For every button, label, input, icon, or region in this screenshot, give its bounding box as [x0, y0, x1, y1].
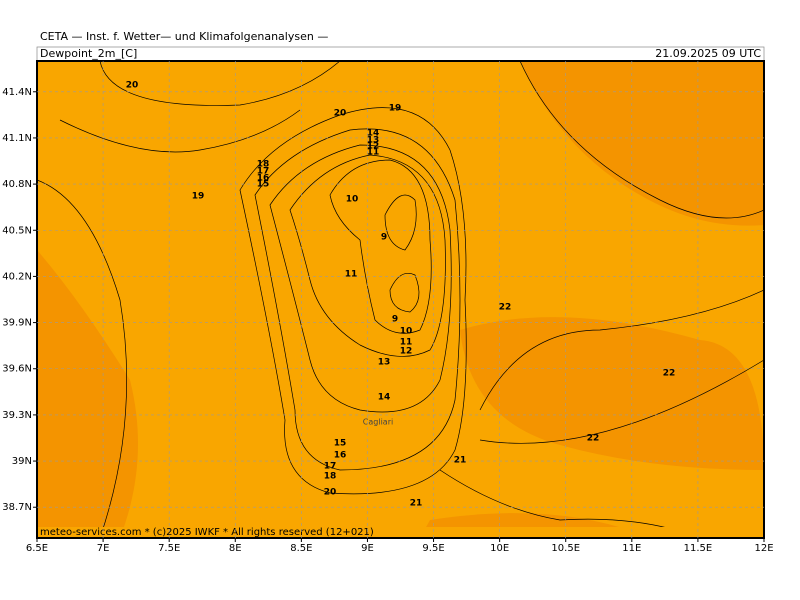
contour-label: 10: [400, 327, 413, 337]
contour-label: 14: [378, 393, 391, 403]
contour-label: 11: [367, 148, 380, 158]
title: Dewpoint_2m_[C]: [40, 47, 137, 60]
x-tick-label: 7.5E: [158, 543, 180, 554]
contour-label: 19: [389, 104, 402, 114]
contour-label: 13: [367, 136, 380, 146]
contour-label: 17: [257, 167, 270, 177]
x-tick-label: 10.5E: [551, 543, 580, 554]
field: [37, 61, 764, 538]
y-tick-label: 41.1N: [2, 133, 32, 144]
y-tick-label: 39.9N: [2, 318, 32, 329]
contour-label: 11: [345, 270, 358, 280]
contour-label: 19: [192, 192, 205, 202]
contour-label: 12: [367, 142, 380, 152]
x-tick-label: 7E: [97, 543, 110, 554]
contour-label: 20: [324, 488, 337, 498]
contour-label: 9: [392, 315, 398, 325]
timestamp: 21.09.2025 09 UTC: [655, 47, 761, 60]
contour-label: 14: [367, 129, 380, 139]
contour-label: 22: [587, 434, 600, 444]
x-tick-label: 11E: [622, 543, 641, 554]
contour-label: 22: [499, 303, 512, 313]
y-tick-label: 41.4N: [2, 87, 32, 98]
header: CETA — Inst. f. Wetter— und Klimafolgena…: [40, 30, 328, 43]
contour-label: 15: [257, 180, 270, 190]
x-tick-label: 10E: [490, 543, 509, 554]
contour-label: 17: [324, 462, 337, 472]
contour-label: 20: [126, 81, 139, 91]
contour-label: 21: [454, 456, 467, 466]
y-tick-label: 39N: [12, 456, 32, 467]
contour-label: 10: [346, 195, 359, 205]
city-label: Cagliari: [363, 418, 393, 427]
y-tick-label: 40.2N: [2, 271, 32, 282]
y-tick-label: 40.5N: [2, 225, 32, 236]
contour-label: 12: [400, 347, 413, 357]
y-tick-label: 39.3N: [2, 410, 32, 421]
y-tick-label: 40.8N: [2, 179, 32, 190]
x-tick-label: 8.5E: [290, 543, 312, 554]
contour-label: 15: [334, 439, 347, 449]
x-tick-label: 12E: [754, 543, 773, 554]
x-tick-label: 9E: [361, 543, 374, 554]
footer: meteo-services.com * (c)2025 IWKF * All …: [40, 527, 374, 538]
contour-label: 16: [257, 174, 270, 184]
y-tick-label: 38.7N: [2, 502, 32, 513]
contour-label: 13: [378, 358, 391, 368]
contour-label: 11: [400, 338, 413, 348]
map-frame: [36, 60, 765, 539]
x-tick-label: 9.5E: [422, 543, 444, 554]
contour-label: 9: [381, 233, 387, 243]
footer-bar: [38, 527, 763, 537]
y-tick-label: 39.6N: [2, 364, 32, 375]
contour-label: 16: [334, 451, 347, 461]
x-tick-label: 11.5E: [684, 543, 713, 554]
contour-label: 22: [663, 369, 676, 379]
x-tick-label: 8E: [229, 543, 242, 554]
x-tick-label: 6.5E: [26, 543, 48, 554]
contour-label: 21: [410, 499, 423, 509]
contour-label: 20: [334, 109, 347, 119]
contour-label: 18: [324, 472, 337, 482]
contour-label: 18: [257, 160, 270, 170]
